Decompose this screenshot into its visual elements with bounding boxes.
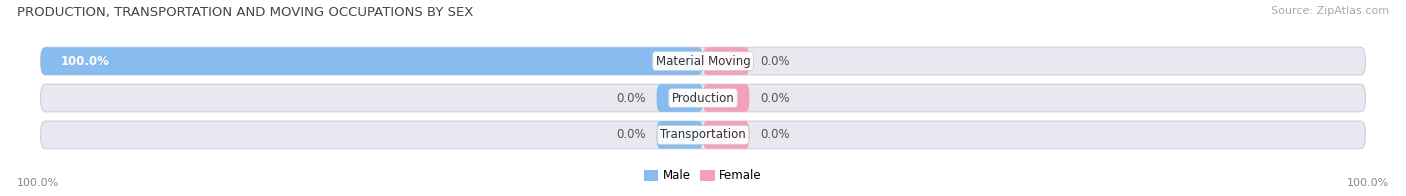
Legend: Male, Female: Male, Female [644, 169, 762, 182]
Text: 0.0%: 0.0% [761, 128, 790, 141]
Text: 0.0%: 0.0% [616, 92, 645, 104]
Text: 0.0%: 0.0% [761, 92, 790, 104]
FancyBboxPatch shape [41, 47, 1365, 75]
FancyBboxPatch shape [41, 121, 1365, 149]
Text: Source: ZipAtlas.com: Source: ZipAtlas.com [1271, 6, 1389, 16]
Text: PRODUCTION, TRANSPORTATION AND MOVING OCCUPATIONS BY SEX: PRODUCTION, TRANSPORTATION AND MOVING OC… [17, 6, 474, 19]
FancyBboxPatch shape [657, 84, 703, 112]
Text: Material Moving: Material Moving [655, 55, 751, 68]
Text: 100.0%: 100.0% [17, 178, 59, 188]
FancyBboxPatch shape [41, 84, 1365, 112]
FancyBboxPatch shape [657, 121, 703, 149]
Text: 0.0%: 0.0% [761, 55, 790, 68]
Text: 0.0%: 0.0% [616, 128, 645, 141]
Text: Production: Production [672, 92, 734, 104]
FancyBboxPatch shape [41, 47, 703, 75]
Text: 100.0%: 100.0% [60, 55, 110, 68]
FancyBboxPatch shape [703, 47, 749, 75]
Text: Transportation: Transportation [661, 128, 745, 141]
FancyBboxPatch shape [703, 121, 749, 149]
FancyBboxPatch shape [703, 84, 749, 112]
Text: 100.0%: 100.0% [1347, 178, 1389, 188]
